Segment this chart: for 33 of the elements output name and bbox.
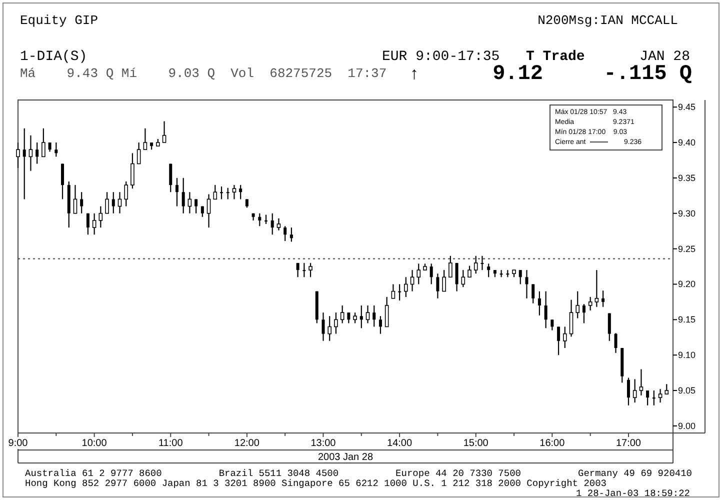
x-tick-label: 16:00 (540, 438, 566, 449)
y-tick-label: 9.40 (678, 138, 696, 148)
text: 9.12 (492, 63, 543, 86)
y-tick-label: 9.45 (678, 102, 696, 112)
y-tick-label: 9.30 (678, 208, 696, 218)
text: JAN 28 (640, 49, 690, 65)
x-tick-label: 15:00 (463, 438, 489, 449)
text: 1-DIA(S) (20, 49, 88, 65)
x-tick-label: 12:00 (234, 438, 260, 449)
y-tick-label: 9.05 (678, 385, 696, 396)
y-tick-label: 9.35 (678, 172, 696, 183)
text: -.115 Q (604, 63, 692, 86)
text: Má 9.43 Q Mí 9.03 Q Vol 68275725 17:37 (20, 66, 387, 81)
x-tick-label: 11:00 (158, 438, 184, 449)
y-tick-label: 9.25 (678, 244, 696, 254)
x-tick-label: 10:00 (82, 438, 108, 449)
x-tick-label: 13:00 (310, 438, 336, 449)
y-tick-label: 9.20 (678, 279, 696, 290)
text: Hong Kong 852 2977 6000 Japan 81 3 3201 8900 Singapore 65 6212 1000 U.S. 1 212 318 2000 Copyright 2003 (25, 478, 607, 489)
chart-title: Equity GIP (20, 13, 98, 28)
text: EUR 9:00-17:35 (382, 49, 500, 65)
x-tick-label: 17:00 (616, 438, 642, 449)
y-tick-label: 9.10 (678, 350, 696, 360)
x-axis-title: 2003 Jan 28 (318, 452, 374, 463)
text: 1 28-Jan-03 18:59:22 (576, 488, 690, 499)
y-tick-label: 9.15 (678, 314, 696, 325)
y-tick-label: 9.00 (678, 420, 696, 431)
x-tick-label: 9:00 (8, 438, 28, 449)
text: Australia 61 2 9777 8600 Brazil 5511 3048 4500 Europe 44 20 7330 7500 Germany 49 69 920410 (25, 468, 692, 479)
text: N200Msg:IAN MCCALL (538, 13, 678, 28)
text: ↑ (410, 64, 418, 83)
text: T Trade (526, 49, 585, 65)
x-tick-label: 14:00 (387, 438, 412, 449)
